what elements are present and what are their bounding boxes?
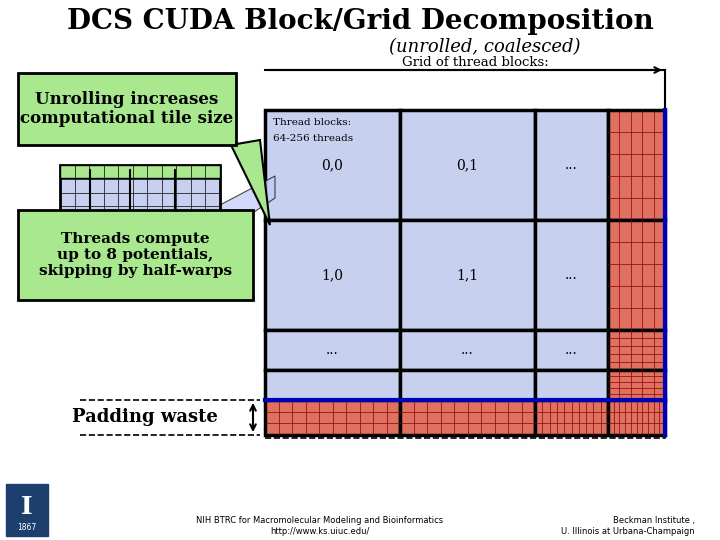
Bar	[535, 370, 608, 400]
Text: Padding waste: Padding waste	[72, 408, 218, 427]
Text: Grid of thread blocks:: Grid of thread blocks:	[402, 56, 549, 69]
Text: ...: ...	[565, 343, 578, 357]
Bar	[535, 400, 608, 435]
Bar	[608, 110, 665, 220]
FancyBboxPatch shape	[18, 73, 236, 145]
Bar	[265, 330, 400, 370]
Text: 1,1: 1,1	[456, 268, 479, 282]
FancyBboxPatch shape	[18, 210, 253, 300]
Polygon shape	[220, 176, 275, 235]
Bar	[400, 110, 535, 220]
Bar	[60, 165, 220, 178]
Text: 1867: 1867	[17, 523, 37, 532]
Bar	[608, 330, 665, 370]
Text: 0,0: 0,0	[322, 158, 343, 172]
Text: Thread blocks:: Thread blocks:	[273, 118, 351, 127]
Text: ...: ...	[565, 268, 578, 282]
Text: 1,0: 1,0	[322, 268, 343, 282]
Bar	[400, 220, 535, 330]
Text: Unrolling increases
computational tile size: Unrolling increases computational tile s…	[20, 91, 233, 127]
Bar	[400, 330, 535, 370]
Text: ...: ...	[461, 343, 474, 357]
Bar	[60, 165, 220, 275]
Text: I: I	[21, 495, 33, 519]
Text: Beckman Institute ,
U. Illinois at Urbana-Champaign: Beckman Institute , U. Illinois at Urban…	[562, 516, 695, 536]
Bar	[608, 370, 665, 400]
Polygon shape	[231, 140, 270, 225]
Bar	[6, 484, 48, 536]
Bar	[265, 370, 400, 400]
Bar	[608, 220, 665, 330]
Bar	[535, 110, 608, 220]
Bar	[535, 330, 608, 370]
Text: Threads compute
up to 8 potentials,
skipping by half-warps: Threads compute up to 8 potentials, skip…	[39, 232, 232, 278]
Bar	[265, 110, 400, 220]
Text: ...: ...	[565, 158, 578, 172]
Text: 64-256 threads: 64-256 threads	[273, 134, 353, 143]
Bar	[608, 400, 665, 435]
Text: (unrolled, coalesced): (unrolled, coalesced)	[390, 38, 581, 56]
Text: ...: ...	[326, 343, 339, 357]
Bar	[265, 110, 665, 438]
Text: DCS CUDA Block/Grid Decomposition: DCS CUDA Block/Grid Decomposition	[67, 8, 653, 35]
Bar	[400, 370, 535, 400]
Bar	[535, 220, 608, 330]
Bar	[265, 400, 400, 435]
Bar	[265, 220, 400, 330]
Text: 0,1: 0,1	[456, 158, 479, 172]
Text: NIH BTRC for Macromolecular Modeling and Bioinformatics
http://www.ks.uiuc.edu/: NIH BTRC for Macromolecular Modeling and…	[197, 516, 444, 536]
Bar	[400, 400, 535, 435]
